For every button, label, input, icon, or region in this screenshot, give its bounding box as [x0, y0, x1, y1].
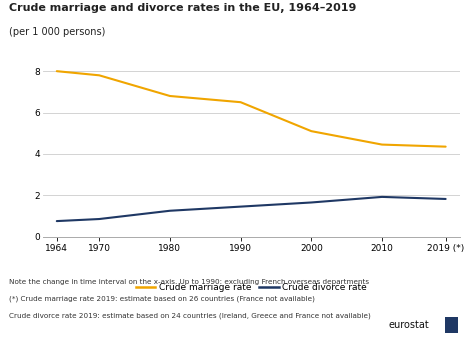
Text: (per 1 000 persons): (per 1 000 persons) — [9, 27, 106, 37]
Text: eurostat: eurostat — [389, 319, 429, 330]
Text: Crude marriage and divorce rates in the EU, 1964–2019: Crude marriage and divorce rates in the … — [9, 3, 357, 14]
Text: Note the change in time interval on the x-axis. Up to 1990: excluding French ove: Note the change in time interval on the … — [9, 279, 370, 285]
Text: Crude divorce rate 2019: estimate based on 24 countries (Ireland, Greece and Fra: Crude divorce rate 2019: estimate based … — [9, 313, 371, 319]
Legend: Crude marriage rate, Crude divorce rate: Crude marriage rate, Crude divorce rate — [132, 280, 371, 296]
Text: (*) Crude marriage rate 2019: estimate based on 26 countries (France not availab: (*) Crude marriage rate 2019: estimate b… — [9, 296, 315, 302]
